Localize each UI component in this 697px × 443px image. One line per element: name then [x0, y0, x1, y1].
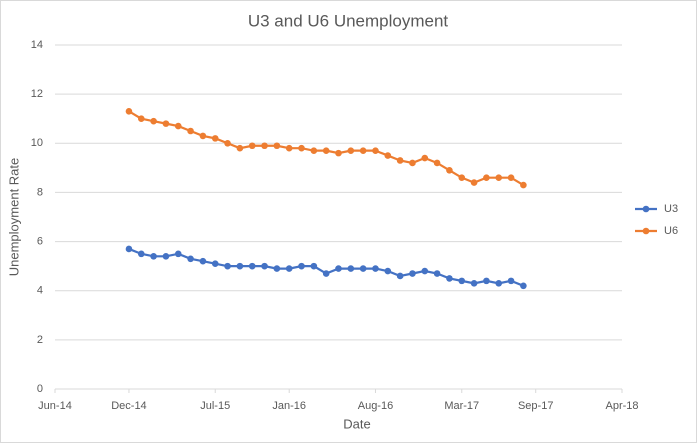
point — [409, 159, 416, 167]
x-tick-label: Jun-14 — [38, 400, 72, 412]
point — [335, 149, 342, 157]
point — [520, 181, 527, 189]
point — [322, 270, 330, 277]
point — [236, 144, 244, 152]
point — [322, 147, 330, 154]
y-tick-label: 8 — [37, 186, 43, 198]
point — [174, 250, 182, 258]
point — [421, 154, 429, 162]
x-tick-label: Mar-17 — [444, 400, 479, 412]
y-tick-label: 12 — [31, 88, 43, 100]
point — [483, 277, 490, 285]
point — [248, 262, 256, 270]
point — [248, 142, 256, 150]
point — [236, 262, 244, 270]
point — [483, 174, 490, 181]
chart-title: U3 and U6 Unemployment — [248, 11, 449, 30]
point — [507, 277, 515, 285]
y-tick-label: 6 — [37, 235, 43, 247]
legend-label: U6 — [664, 225, 678, 237]
point — [224, 139, 231, 147]
point — [310, 262, 318, 270]
point — [137, 250, 145, 258]
y-tick-label: 14 — [31, 39, 43, 51]
point — [273, 142, 281, 150]
point — [298, 262, 305, 270]
point — [187, 255, 194, 263]
point — [162, 253, 170, 260]
point — [446, 167, 453, 174]
point — [359, 265, 367, 272]
point — [372, 147, 379, 154]
point — [125, 245, 133, 253]
point — [396, 157, 404, 164]
point — [372, 265, 379, 272]
point — [211, 260, 219, 267]
legend-marker — [642, 205, 650, 213]
x-tick-label: Jan-16 — [272, 400, 306, 412]
y-tick-label: 0 — [37, 383, 43, 395]
point — [273, 265, 281, 272]
y-tick-label: 2 — [37, 334, 43, 346]
y-tick-label: 10 — [31, 137, 43, 149]
point — [433, 270, 441, 277]
y-axis-label: Unemployment Rate — [6, 158, 21, 277]
point — [285, 144, 293, 152]
point — [174, 122, 182, 130]
point — [310, 147, 318, 154]
point — [224, 262, 231, 270]
point — [347, 265, 355, 272]
point — [421, 267, 429, 275]
point — [458, 277, 466, 285]
point — [507, 174, 515, 181]
point — [150, 253, 157, 260]
point — [396, 272, 404, 280]
x-tick-label: Sep-17 — [518, 400, 553, 412]
point — [433, 159, 441, 167]
point — [409, 270, 416, 277]
point — [211, 135, 219, 142]
legend-marker — [642, 227, 650, 235]
point — [335, 265, 342, 272]
point — [495, 280, 503, 287]
x-tick-label: Dec-14 — [111, 400, 146, 412]
point — [470, 280, 478, 287]
point — [495, 174, 503, 181]
point — [446, 275, 453, 282]
point — [199, 132, 207, 140]
point — [458, 174, 466, 181]
x-tick-label: Jul-15 — [200, 400, 230, 412]
point — [470, 179, 478, 186]
point — [285, 265, 293, 272]
point — [384, 267, 392, 275]
point — [261, 262, 268, 270]
point — [520, 282, 527, 290]
point — [125, 108, 133, 115]
x-tick-label: Aug-16 — [358, 400, 393, 412]
point — [150, 117, 157, 125]
y-tick-label: 4 — [37, 285, 43, 297]
point — [347, 147, 355, 154]
point — [261, 142, 268, 150]
point — [359, 147, 367, 154]
point — [162, 120, 170, 127]
point — [298, 144, 305, 152]
point — [384, 152, 392, 159]
x-axis-label: Date — [343, 416, 370, 431]
legend-label: U3 — [664, 203, 678, 215]
x-tick-label: Apr-18 — [605, 400, 638, 412]
point — [187, 127, 194, 135]
point — [137, 115, 145, 123]
point — [199, 257, 207, 265]
